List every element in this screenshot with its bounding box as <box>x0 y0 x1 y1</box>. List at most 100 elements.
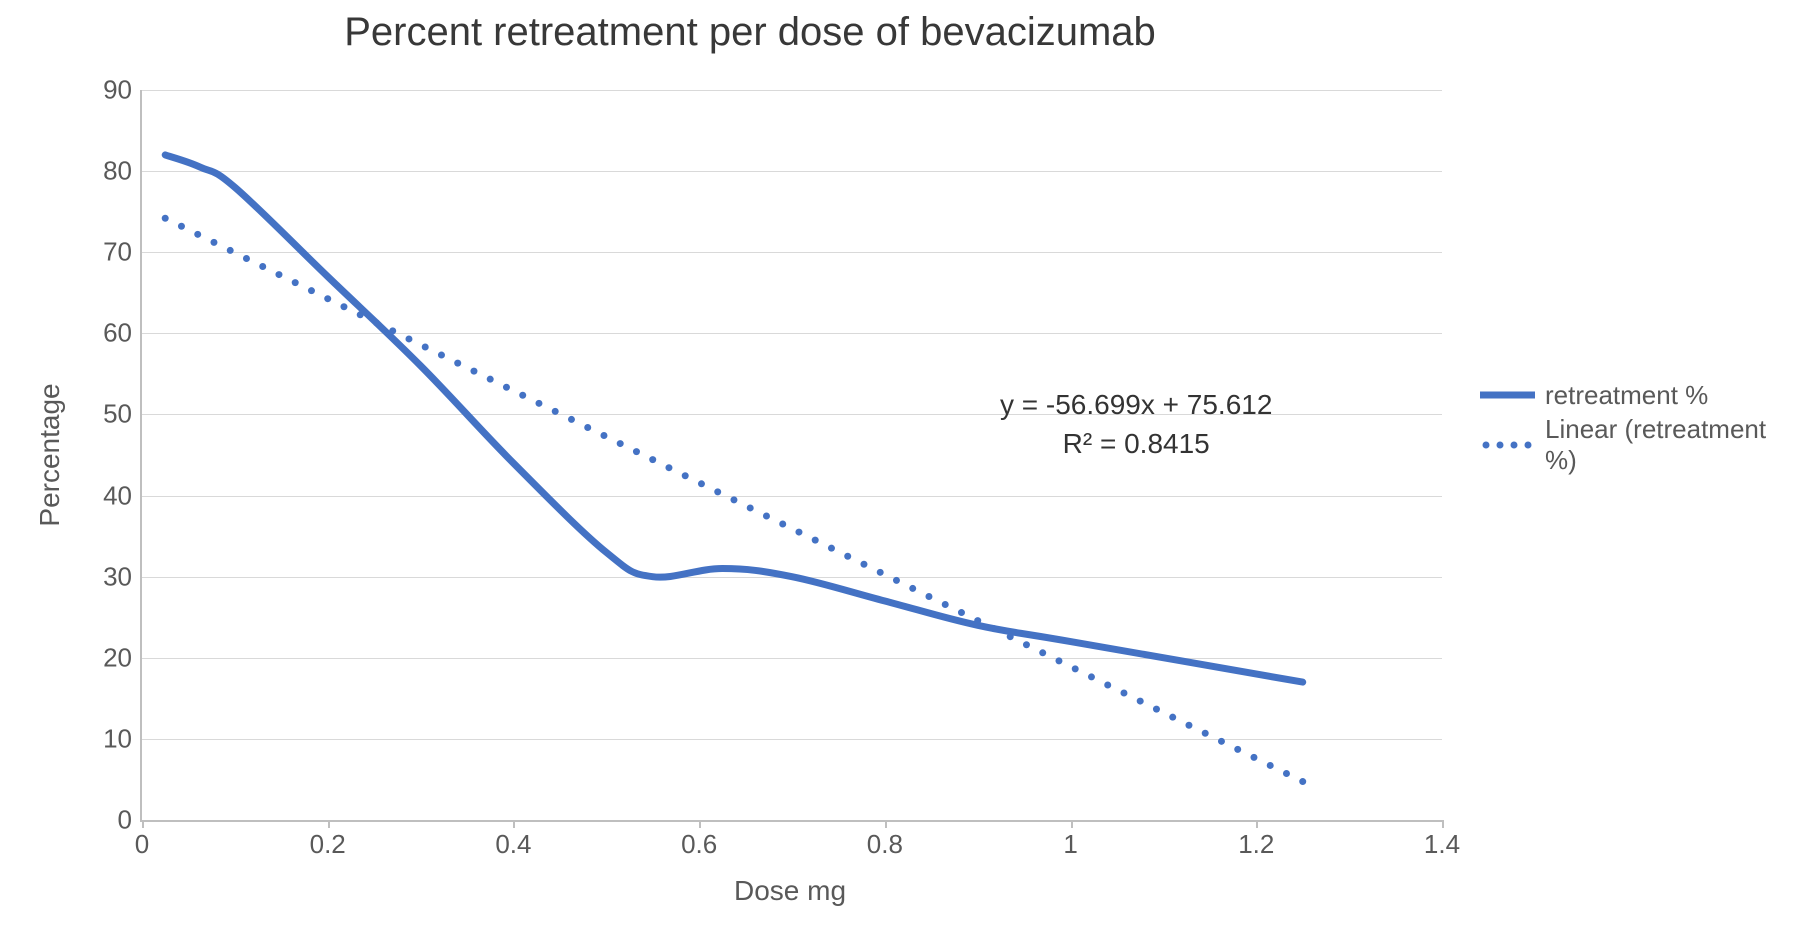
legend-swatch <box>1480 430 1535 460</box>
series-dot <box>747 504 754 511</box>
series-dot <box>275 271 282 278</box>
series-dot <box>682 472 689 479</box>
series-dot <box>1283 770 1290 777</box>
series-dot <box>552 408 559 415</box>
y-tick-label: 20 <box>87 642 132 673</box>
x-tick-label: 1.4 <box>1424 829 1460 860</box>
series-dot <box>243 255 250 262</box>
series-dot <box>1088 673 1095 680</box>
series-dot <box>503 384 510 391</box>
x-tick-mark <box>328 820 330 828</box>
series-dot <box>600 432 607 439</box>
series-dot <box>877 569 884 576</box>
y-tick-label: 60 <box>87 318 132 349</box>
y-axis-label: Percentage <box>34 383 66 526</box>
series-dot <box>454 360 461 367</box>
series-dot <box>795 529 802 536</box>
equation-line: y = -56.699x + 75.612 <box>1000 389 1272 420</box>
series-dot <box>617 440 624 447</box>
series-dot <box>405 335 412 342</box>
y-tick-label: 10 <box>87 723 132 754</box>
series-dot <box>584 424 591 431</box>
series-dot <box>324 295 331 302</box>
series-dot <box>1120 690 1127 697</box>
series-dot <box>633 448 640 455</box>
series-dot <box>779 521 786 528</box>
x-axis-label: Dose mg <box>734 875 846 907</box>
series-dot <box>974 617 981 624</box>
x-tick-label: 1.2 <box>1238 829 1274 860</box>
series-dot <box>470 368 477 375</box>
y-tick-label: 30 <box>87 561 132 592</box>
trendline-equation: y = -56.699x + 75.612 R² = 0.8415 <box>1000 385 1272 463</box>
series-dot <box>1104 681 1111 688</box>
series-dot <box>1299 778 1306 785</box>
x-tick-mark <box>513 820 515 828</box>
series-dot <box>925 593 932 600</box>
y-tick-label: 70 <box>87 237 132 268</box>
legend: retreatment %Linear (retreatment %) <box>1480 380 1800 480</box>
series-dot <box>860 561 867 568</box>
series-dot <box>1072 665 1079 672</box>
series-dot <box>340 303 347 310</box>
series-dot <box>535 400 542 407</box>
x-tick-mark <box>142 820 144 828</box>
series-dot <box>1055 657 1062 664</box>
chart-container: Percent retreatment per dose of bevacizu… <box>0 0 1800 930</box>
series-dot <box>844 553 851 560</box>
series-dot <box>649 456 656 463</box>
y-tick-label: 50 <box>87 399 132 430</box>
series-dot <box>909 585 916 592</box>
series-dot <box>1153 706 1160 713</box>
legend-item: retreatment % <box>1480 380 1800 410</box>
series-dot <box>763 512 770 519</box>
series-dot <box>1218 738 1225 745</box>
series-dot <box>942 601 949 608</box>
y-tick-label: 40 <box>87 480 132 511</box>
series-dot <box>194 231 201 238</box>
series-dot <box>665 464 672 471</box>
series-dot <box>714 488 721 495</box>
x-tick-mark <box>1442 820 1444 828</box>
series-dot <box>1234 746 1241 753</box>
series-dot <box>812 537 819 544</box>
series-dot <box>828 545 835 552</box>
series-dot <box>487 376 494 383</box>
legend-label: retreatment % <box>1545 380 1708 411</box>
series-dot <box>357 311 364 318</box>
legend-item: Linear (retreatment %) <box>1480 430 1800 460</box>
y-tick-label: 90 <box>87 75 132 106</box>
series-dot <box>1007 633 1014 640</box>
y-tick-label: 80 <box>87 156 132 187</box>
series-dot <box>958 609 965 616</box>
x-tick-mark <box>1256 820 1258 828</box>
legend-label: Linear (retreatment %) <box>1545 414 1800 476</box>
series-dot <box>259 263 266 270</box>
series-dot <box>389 327 396 334</box>
chart-title: Percent retreatment per dose of bevacizu… <box>0 10 1500 55</box>
series-dot <box>1202 730 1209 737</box>
series-dot <box>422 343 429 350</box>
series-dot <box>698 480 705 487</box>
series-dot <box>730 496 737 503</box>
x-tick-label: 0.6 <box>681 829 717 860</box>
series-dot <box>292 279 299 286</box>
series-dot <box>519 392 526 399</box>
x-tick-label: 0.4 <box>495 829 531 860</box>
legend-swatch <box>1480 380 1535 410</box>
series-dot <box>373 319 380 326</box>
x-tick-mark <box>885 820 887 828</box>
x-tick-label: 0 <box>135 829 149 860</box>
series-dot <box>1185 722 1192 729</box>
series-dot <box>1267 762 1274 769</box>
series-dot <box>178 223 185 230</box>
x-tick-label: 1 <box>1063 829 1077 860</box>
x-tick-label: 0.8 <box>867 829 903 860</box>
series-dot <box>1023 641 1030 648</box>
series-dot <box>1169 714 1176 721</box>
series-dot <box>162 215 169 222</box>
series-dot <box>438 352 445 359</box>
x-tick-label: 0.2 <box>310 829 346 860</box>
x-tick-mark <box>699 820 701 828</box>
series-dot <box>308 287 315 294</box>
